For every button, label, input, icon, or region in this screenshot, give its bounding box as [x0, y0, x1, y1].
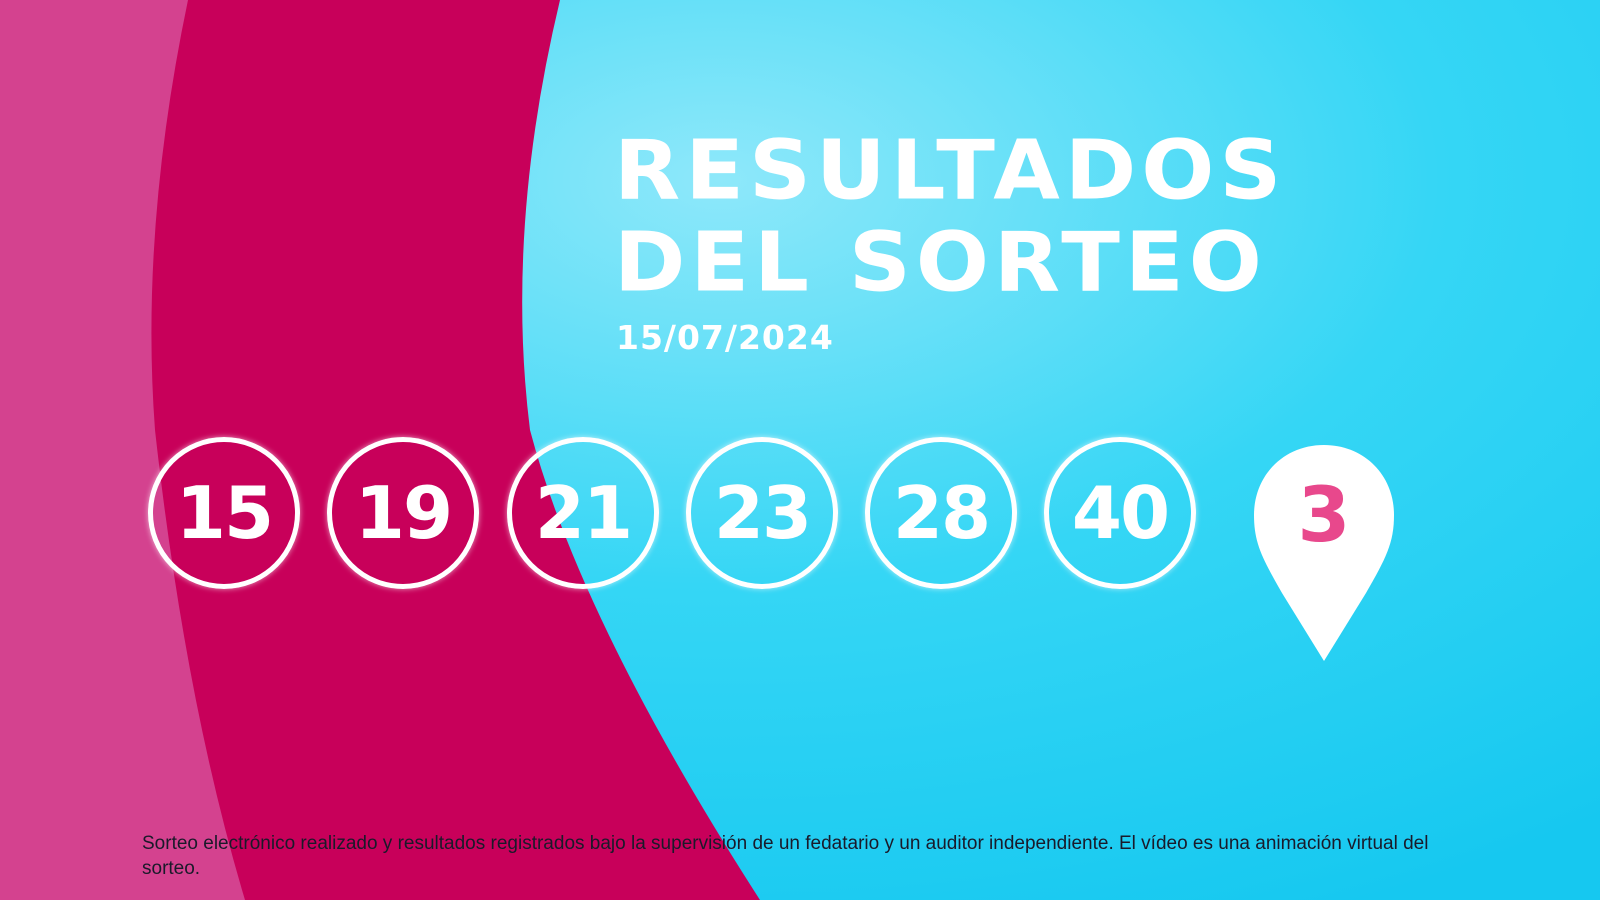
draw-date: 15/07/2024: [616, 318, 834, 357]
title-line-2: DEL SORTEO: [614, 215, 1267, 311]
map-pin-icon: [1254, 445, 1394, 661]
number-ball-5: 28: [865, 437, 1017, 589]
number-ball-1: 15: [148, 437, 300, 589]
number-ball-4: 23: [686, 437, 838, 589]
number-ball-6: 40: [1044, 437, 1196, 589]
disclaimer-text: Sorteo electrónico realizado y resultado…: [142, 833, 1429, 879]
pink-band: [0, 0, 245, 900]
number-ball-3: 21: [507, 437, 659, 589]
title-line-1: RESULTADOS: [614, 123, 1287, 219]
number-ball-2: 19: [327, 437, 479, 589]
special-number: 3: [1297, 470, 1351, 559]
